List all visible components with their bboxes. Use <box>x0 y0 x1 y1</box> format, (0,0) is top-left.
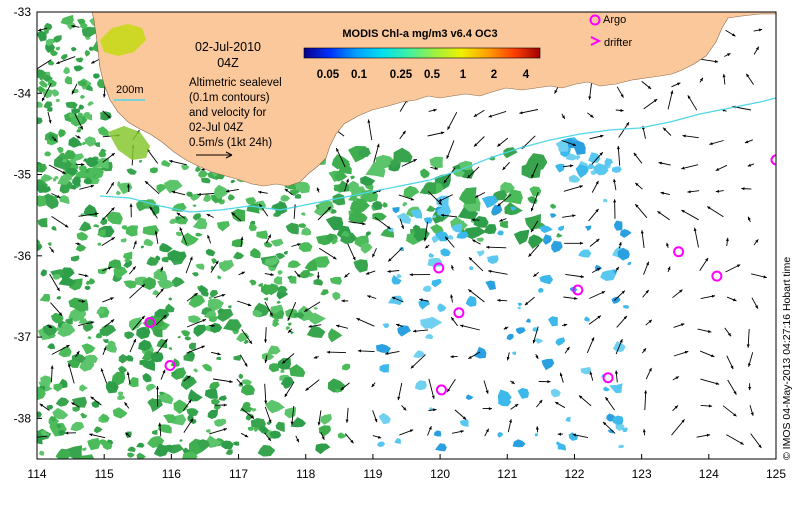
chl-patch <box>34 196 47 207</box>
map-date: 02-Jul-2010 <box>195 40 261 54</box>
description-line-1: Altimetric sealevel <box>189 77 282 89</box>
x-tick-label: 119 <box>363 467 382 481</box>
x-tick-label: 114 <box>27 467 46 481</box>
x-tick-label: 122 <box>564 467 584 481</box>
colorbar-tick-label: 0.5 <box>424 69 441 81</box>
colorbar-gradient <box>304 48 540 58</box>
velocity-arrowhead <box>33 436 36 439</box>
y-tick-label: -36 <box>14 249 32 263</box>
x-tick-label: 115 <box>95 467 114 481</box>
drifter-legend-label: drifter <box>604 37 632 49</box>
x-tick-label: 124 <box>699 467 719 481</box>
colorbar-tick-label: 4 <box>523 69 530 81</box>
credit-text: © IMOS 04-May-2013 04:27:16 Hobart time <box>781 257 793 460</box>
colorbar-tick-label: 2 <box>491 69 497 81</box>
argo-legend-label: Argo <box>603 14 626 26</box>
isobath-label: 200m <box>116 84 144 96</box>
x-tick-label: 116 <box>162 467 181 481</box>
description-line-3: and velocity for <box>189 107 267 119</box>
x-tick-label: 118 <box>296 467 315 481</box>
colorbar-tick-label: 1 <box>460 69 467 81</box>
x-tick-label: 121 <box>497 467 517 481</box>
y-tick-label: -35 <box>14 168 32 182</box>
y-tick-label: -34 <box>14 86 32 100</box>
colorbar-tick-label: 0.05 <box>317 69 340 81</box>
x-tick-label: 117 <box>229 467 248 481</box>
colorbar-tick-label: 0.1 <box>351 69 368 81</box>
chl-patch <box>35 437 43 444</box>
description-line-4: 02-Jul 04Z <box>189 122 243 134</box>
y-tick-label: -37 <box>14 330 32 344</box>
x-tick-label: 125 <box>766 467 786 481</box>
colorbar-tick-label: 0.25 <box>390 69 413 81</box>
y-tick-label: -33 <box>14 5 32 19</box>
x-tick-label: 120 <box>430 467 450 481</box>
colorbar-title: MODIS Chl-a mg/m3 v6.4 OC3 <box>342 28 497 40</box>
scale-label: 0.5m/s (1kt 24h) <box>189 137 272 149</box>
map-time: 04Z <box>217 56 239 70</box>
y-tick-label: -38 <box>14 411 32 425</box>
description-line-2: (0.1m contours) <box>189 92 270 104</box>
x-tick-label: 123 <box>632 467 652 481</box>
colorbar <box>304 48 540 58</box>
